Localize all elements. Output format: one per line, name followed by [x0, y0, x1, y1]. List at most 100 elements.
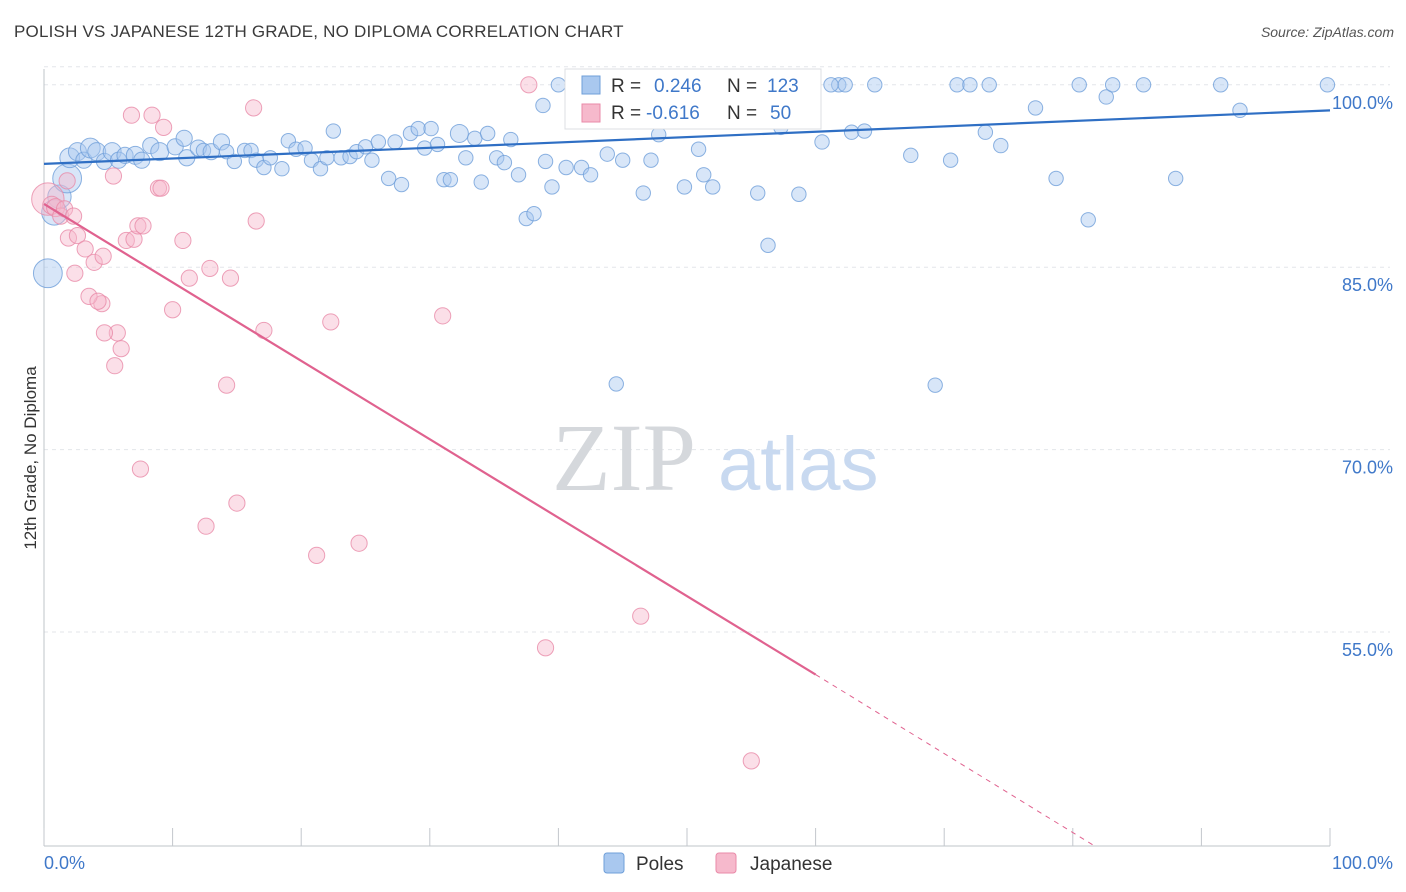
japanese-point: [85, 253, 103, 271]
poles-point: [696, 167, 712, 183]
poles-point: [1319, 77, 1336, 93]
poles-n-value: 123: [767, 76, 799, 97]
poles-point: [175, 129, 193, 147]
poles-point: [357, 139, 374, 155]
japanese-point: [174, 231, 192, 250]
poles-point: [831, 77, 847, 93]
poles-point: [903, 147, 919, 164]
japanese-point: [143, 106, 161, 124]
poles-point: [651, 126, 667, 143]
poles-point: [75, 151, 93, 169]
source-label: Source: ZipAtlas.com: [1260, 24, 1394, 40]
poles-point: [226, 153, 243, 170]
poles-point: [535, 97, 551, 114]
trendlines: [43, 109, 1331, 847]
y-tick-label: 100.0%: [1332, 93, 1393, 113]
poles-point: [458, 150, 474, 166]
poles-point: [526, 205, 542, 222]
japanese-point: [66, 264, 84, 282]
poles-point: [608, 376, 624, 392]
bottom-legend: Poles Japanese: [603, 852, 832, 875]
japanese-point: [308, 546, 326, 564]
japanese-point: [89, 292, 107, 310]
poles-point: [1048, 170, 1064, 187]
poles-point: [449, 123, 469, 143]
poles-point: [479, 125, 496, 142]
watermark-zip: ZIP: [552, 404, 696, 511]
poles-point: [837, 77, 853, 93]
japanese-point: [197, 517, 215, 535]
japanese-point: [245, 99, 263, 117]
poles-point: [1027, 100, 1044, 116]
japanese-point: [434, 307, 452, 325]
poles-point: [643, 152, 659, 168]
poles-point: [791, 186, 807, 202]
poles-point: [442, 171, 459, 188]
poles-point: [558, 159, 574, 176]
poles-point: [550, 77, 567, 93]
poles-point: [473, 174, 489, 190]
poles-point: [599, 146, 615, 162]
japanese-point: [180, 269, 198, 287]
poles-point: [750, 185, 766, 201]
poles-point: [364, 152, 380, 168]
japanese-point: [632, 607, 650, 625]
japanese-trendline-extension: [815, 674, 1095, 847]
y-tick-label: 70.0%: [1342, 458, 1393, 478]
japanese-point: [742, 752, 760, 770]
poles-point: [993, 137, 1009, 154]
poles-point: [1098, 89, 1114, 105]
japanese-point: [106, 357, 124, 375]
japanese-point: [322, 313, 340, 331]
x-tick-label-start: 0.0%: [44, 853, 85, 873]
poles-r-value: 0.246: [654, 76, 702, 97]
poles-point: [1167, 170, 1184, 187]
poles-point: [977, 124, 994, 140]
japanese-r-label: R =: [611, 103, 641, 124]
poles-point: [52, 163, 83, 194]
poles-point: [518, 210, 534, 227]
legend-poles-label: Poles: [636, 854, 684, 875]
poles-point: [496, 154, 513, 171]
japanese-point: [122, 106, 141, 124]
poles-point: [467, 130, 483, 147]
japanese-point: [108, 324, 126, 342]
japanese-point: [68, 226, 87, 245]
y-axis-title: 12th Grade, No Diploma: [21, 366, 40, 550]
poles-point: [867, 77, 883, 93]
legend-poles-swatch: [603, 852, 625, 874]
japanese-point: [536, 639, 555, 657]
axes: [43, 69, 1331, 847]
poles-point: [949, 77, 965, 93]
poles-point: [212, 133, 231, 151]
legend-japanese-label: Japanese: [750, 854, 832, 875]
japanese-point: [125, 230, 143, 248]
poles-point: [823, 77, 839, 93]
poles-point: [510, 167, 527, 183]
poles-point: [503, 131, 519, 148]
poles-r-label: R =: [611, 76, 641, 97]
poles-point: [676, 179, 693, 195]
axis-labels: 100.0% 85.0% 70.0% 55.0% 0.0% 100.0% 12th Grad…: [21, 93, 1393, 873]
y-tick-label: 55.0%: [1342, 640, 1393, 660]
poles-point: [537, 153, 554, 170]
japanese-point: [221, 269, 240, 287]
poles-point: [325, 123, 342, 139]
japanese-n-label: N =: [727, 103, 757, 124]
poles-point: [436, 171, 452, 188]
poles-point: [927, 377, 943, 393]
japanese-r-value: -0.616: [646, 103, 700, 124]
poles-point: [402, 125, 419, 142]
poles-point: [814, 134, 830, 150]
japanese-point: [76, 240, 94, 258]
stats-legend: R = 0.246 N = 123 R = -0.616 N = 50: [564, 68, 822, 130]
poles-point: [67, 142, 87, 162]
japanese-point: [164, 301, 182, 319]
japanese-point: [350, 534, 368, 552]
japanese-point: [58, 172, 76, 190]
poles-point: [544, 179, 560, 195]
poles-trendline: [43, 109, 1331, 165]
poles-point: [635, 185, 651, 201]
poles-point: [488, 150, 505, 166]
poles-point: [32, 258, 63, 289]
